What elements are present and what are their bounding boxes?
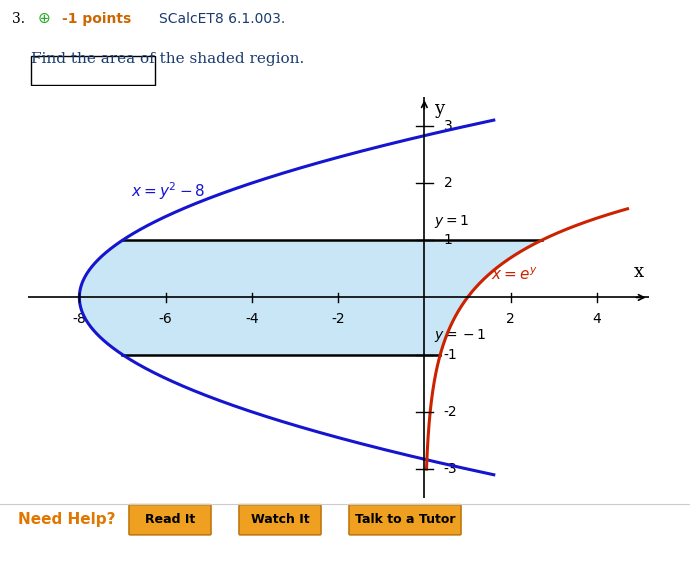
Text: -8: -8: [72, 312, 86, 326]
Text: $x = e^y$: $x = e^y$: [491, 266, 538, 283]
FancyBboxPatch shape: [239, 505, 321, 535]
Text: -2: -2: [331, 312, 345, 326]
Text: 4: 4: [593, 312, 601, 326]
Text: y: y: [434, 100, 444, 118]
Text: -1: -1: [444, 348, 457, 362]
Text: -6: -6: [159, 312, 172, 326]
Text: SCalcET8 6.1.003.: SCalcET8 6.1.003.: [159, 11, 285, 26]
Text: -3: -3: [444, 462, 457, 476]
FancyBboxPatch shape: [349, 505, 461, 535]
Text: x: x: [634, 264, 644, 281]
Text: -2: -2: [444, 405, 457, 419]
Text: 2: 2: [444, 176, 453, 190]
Text: -4: -4: [245, 312, 259, 326]
Text: Talk to a Tutor: Talk to a Tutor: [355, 513, 455, 526]
Text: ⊕: ⊕: [38, 11, 50, 26]
Text: 3.: 3.: [12, 11, 26, 26]
Text: $y = -1$: $y = -1$: [434, 327, 486, 344]
Text: Watch It: Watch It: [250, 513, 309, 526]
Text: 2: 2: [506, 312, 515, 326]
Text: $x = y^2 - 8$: $x = y^2 - 8$: [131, 181, 206, 202]
Text: Read It: Read It: [145, 513, 195, 526]
Text: -1 points: -1 points: [62, 11, 131, 26]
Text: $y = 1$: $y = 1$: [434, 213, 469, 230]
Text: Need Help?: Need Help?: [18, 513, 115, 527]
Text: Find the area of the shaded region.: Find the area of the shaded region.: [31, 53, 304, 66]
FancyBboxPatch shape: [129, 505, 211, 535]
Text: 1: 1: [444, 233, 453, 247]
FancyBboxPatch shape: [31, 57, 155, 85]
Text: 3: 3: [444, 119, 453, 133]
